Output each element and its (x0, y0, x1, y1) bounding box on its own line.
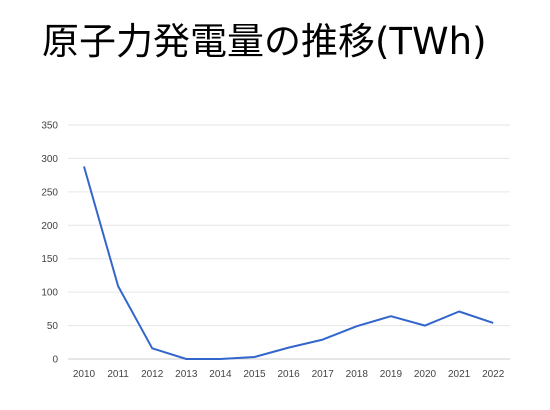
data-point (389, 314, 393, 318)
x-tick-label: 2011 (107, 369, 129, 380)
data-point (184, 357, 188, 361)
x-tick-label: 2016 (277, 369, 300, 380)
y-tick-label: 250 (41, 187, 58, 198)
x-tick-label: 2012 (141, 369, 164, 380)
data-point (116, 284, 120, 288)
x-tick-label: 2019 (380, 369, 403, 380)
data-point (253, 355, 257, 359)
y-tick-label: 350 (41, 121, 58, 132)
y-axis-ticks: 0 50 100 150 200 250 300 350 (41, 121, 58, 366)
gridlines (68, 124, 510, 360)
x-tick-label: 2015 (243, 369, 266, 380)
data-point (321, 338, 325, 342)
x-tick-label: 2020 (414, 369, 437, 380)
x-tick-label: 2018 (346, 369, 369, 380)
data-point (150, 346, 154, 350)
data-point (82, 164, 86, 168)
series-layer (82, 164, 495, 361)
y-tick-label: 100 (41, 288, 58, 299)
x-tick-label: 2021 (448, 369, 471, 380)
y-tick-label: 300 (41, 154, 58, 165)
data-point (218, 357, 222, 361)
x-tick-label: 2014 (209, 369, 232, 380)
x-tick-label: 2010 (73, 369, 96, 380)
data-point (491, 321, 495, 325)
y-tick-label: 150 (41, 254, 58, 265)
y-tick-label: 0 (52, 355, 58, 366)
y-tick-label: 200 (41, 221, 58, 232)
y-tick-label: 50 (47, 321, 59, 332)
series-line (83, 166, 494, 360)
data-point (457, 310, 461, 314)
x-tick-label: 2017 (312, 369, 335, 380)
x-tick-label: 2022 (482, 369, 505, 380)
x-tick-label: 2013 (175, 369, 198, 380)
data-point (355, 324, 359, 328)
x-axis-ticks: 2010 2011 2012 2013 2014 2015 2016 2017 2018 2019… (73, 369, 505, 380)
chart-title: 原子力発電量の推移(TWh) (42, 20, 487, 63)
data-point (287, 346, 291, 350)
data-point (423, 324, 427, 328)
